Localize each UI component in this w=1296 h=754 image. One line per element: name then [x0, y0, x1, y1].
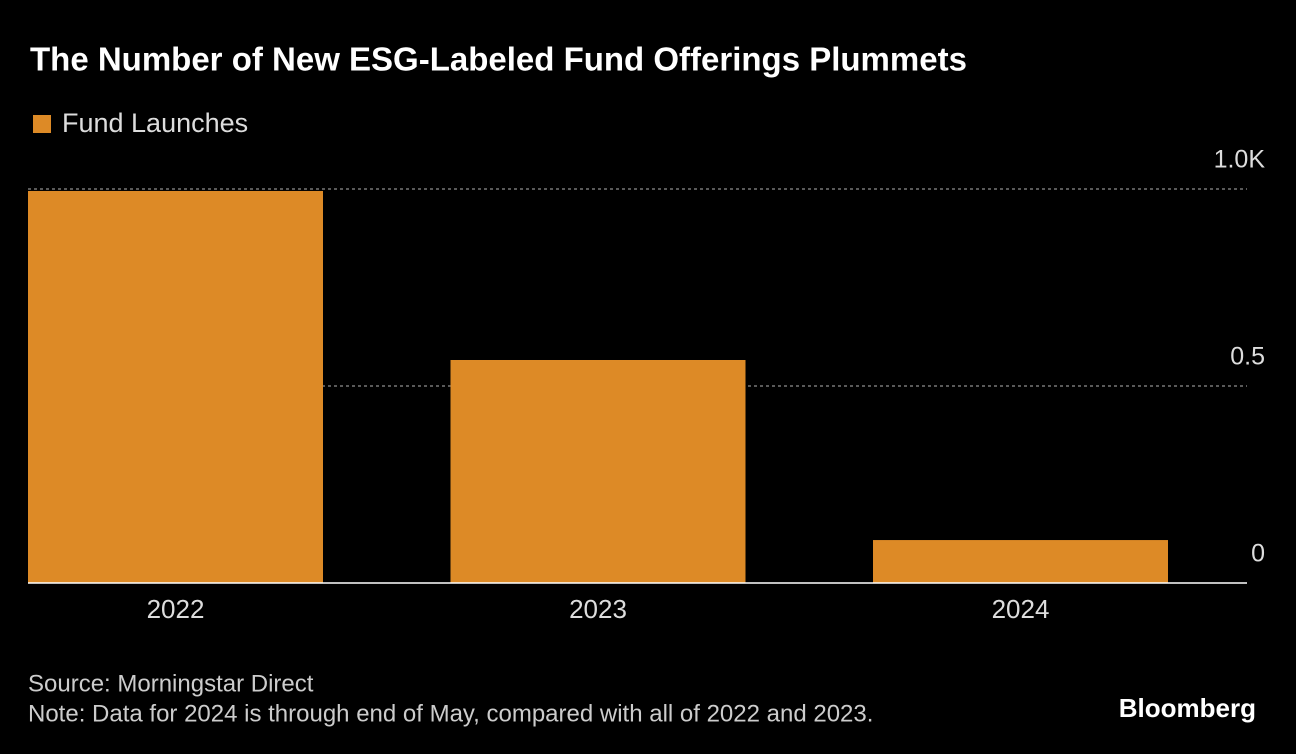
x-tick-label: 2022: [147, 594, 205, 624]
bar: [450, 359, 746, 583]
x-tick-label: 2023: [569, 594, 627, 624]
brand-logo: Bloomberg: [1119, 693, 1256, 723]
y-tick-label: 0: [1251, 540, 1265, 568]
note: Note: Data for 2024 is through end of Ma…: [28, 700, 873, 727]
y-tick-label: 1.0K: [1214, 146, 1266, 174]
x-tick-label: 2024: [992, 594, 1050, 624]
chart-title: The Number of New ESG-Labeled Fund Offer…: [30, 41, 967, 78]
legend-label: Fund Launches: [62, 108, 248, 138]
source: Source: Morningstar Direct: [28, 670, 314, 697]
legend-swatch: [33, 115, 51, 133]
y-tick-label: 0.5: [1230, 343, 1265, 371]
bar: [873, 540, 1168, 583]
bar: [28, 190, 323, 583]
